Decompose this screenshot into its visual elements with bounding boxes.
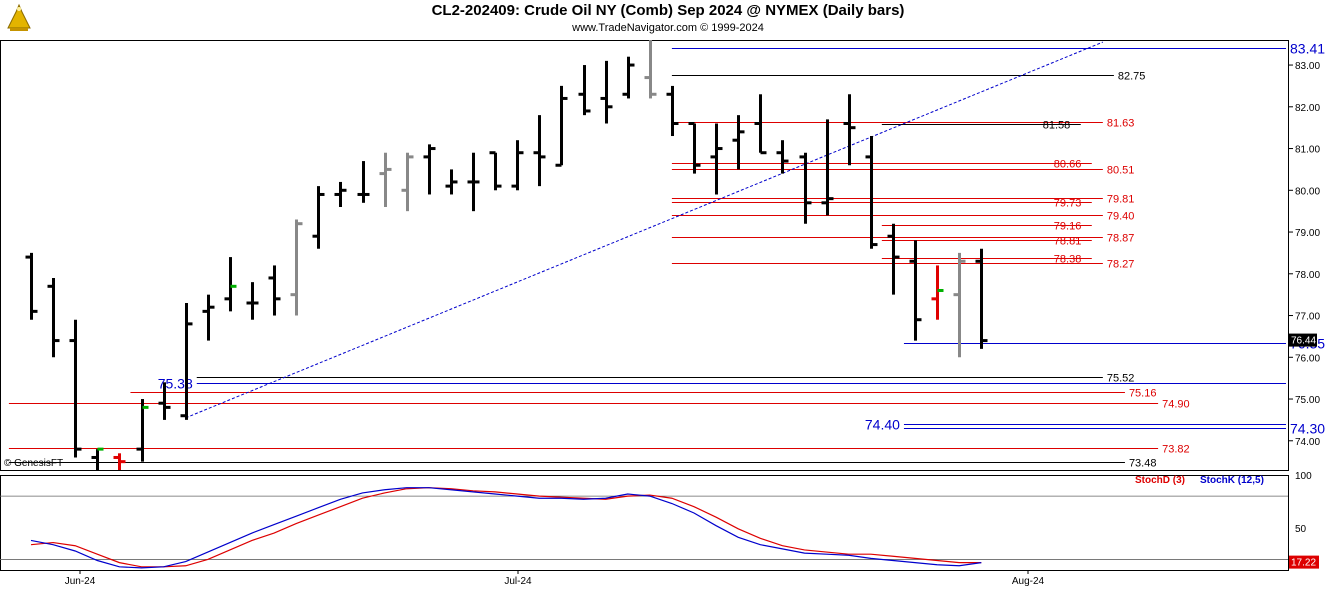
ohlc-bar bbox=[47, 277, 60, 358]
level-label: 74.30 bbox=[1290, 421, 1325, 437]
stoch-last-box bbox=[1289, 555, 1319, 569]
ohlc-bar bbox=[334, 181, 347, 207]
level-label: 81.58 bbox=[1043, 120, 1071, 132]
ohlc-bar bbox=[688, 121, 701, 174]
ohlc-bar bbox=[776, 140, 789, 174]
ohlc-bar bbox=[401, 152, 414, 212]
level-label: 74.40 bbox=[865, 417, 900, 433]
ohlc-bar bbox=[467, 152, 480, 212]
stoch-d-line bbox=[30, 487, 982, 568]
ohlc-bar bbox=[202, 294, 215, 341]
price-axis-label: 77.00 bbox=[1295, 312, 1320, 323]
date-axis-label: Aug-24 bbox=[1012, 576, 1045, 587]
level-label: 74.90 bbox=[1162, 399, 1190, 411]
price-panel-frame bbox=[0, 40, 1289, 471]
ohlc-bar bbox=[555, 85, 568, 167]
price-axis-label: 78.00 bbox=[1295, 270, 1320, 281]
ohlc-bar bbox=[578, 65, 591, 116]
level-label: 83.41 bbox=[1290, 41, 1325, 57]
stoch-axis-label: 50 bbox=[1295, 524, 1307, 535]
genesis-credit: © GenesisFT bbox=[4, 458, 64, 469]
ohlc-bar bbox=[379, 152, 392, 207]
ohlc-bar bbox=[865, 136, 878, 249]
level-label: 79.81 bbox=[1107, 194, 1135, 206]
level-label: 78.81 bbox=[1054, 236, 1082, 248]
level-label: 75.38 bbox=[158, 376, 193, 392]
ohlc-bar bbox=[246, 282, 259, 320]
ohlc-bar bbox=[887, 223, 900, 295]
ohlc-bar bbox=[644, 40, 657, 99]
level-label: 80.51 bbox=[1107, 165, 1135, 177]
level-label: 73.82 bbox=[1162, 444, 1190, 456]
genesis-logo-icon bbox=[4, 2, 34, 34]
ohlc-bar bbox=[180, 303, 193, 420]
ohlc-bar bbox=[754, 94, 767, 155]
stoch-k-line bbox=[30, 487, 982, 569]
level-label: 79.40 bbox=[1107, 211, 1135, 223]
level-label: 73.48 bbox=[1129, 458, 1157, 470]
level-label: 75.16 bbox=[1129, 388, 1157, 400]
level-label: 82.75 bbox=[1118, 71, 1146, 83]
stoch-k-legend: StochK (12,5) bbox=[1200, 475, 1264, 486]
ohlc-bar bbox=[666, 85, 679, 137]
price-axis-label: 82.00 bbox=[1295, 103, 1320, 114]
stoch-last-label: 17.22 bbox=[1291, 558, 1316, 569]
ohlc-bar bbox=[622, 56, 635, 99]
price-axis-label: 75.00 bbox=[1295, 395, 1320, 406]
price-axis-label: 83.00 bbox=[1295, 61, 1320, 72]
chart-title: CL2-202409: Crude Oil NY (Comb) Sep 2024… bbox=[431, 2, 905, 19]
price-axis-label: 81.00 bbox=[1295, 145, 1320, 156]
last-price-box bbox=[1289, 333, 1317, 347]
ohlc-bar bbox=[69, 319, 82, 458]
stoch-d-legend: StochD (3) bbox=[1135, 475, 1185, 486]
ohlc-bar bbox=[511, 140, 524, 191]
date-axis-label: Jun-24 bbox=[65, 576, 96, 587]
ohlc-bar bbox=[931, 265, 944, 320]
ohlc-bar bbox=[445, 169, 458, 195]
level-label: 79.73 bbox=[1054, 198, 1082, 210]
price-axis-label: 74.00 bbox=[1295, 437, 1320, 448]
level-label: 75.52 bbox=[1107, 373, 1135, 385]
level-label: 78.87 bbox=[1107, 233, 1135, 245]
ohlc-bar bbox=[224, 257, 237, 312]
ohlc-bar bbox=[268, 265, 281, 316]
ohlc-bar bbox=[489, 151, 502, 191]
ohlc-bar bbox=[710, 123, 723, 195]
ohlc-bar bbox=[821, 119, 834, 216]
ohlc-bar bbox=[953, 252, 966, 358]
ohlc-bar bbox=[975, 248, 988, 349]
last-price-label: 76.44 bbox=[1291, 336, 1316, 347]
ohlc-bar bbox=[113, 453, 126, 470]
ohlc-bar bbox=[158, 382, 171, 420]
ohlc-bar bbox=[91, 447, 104, 470]
ohlc-bar bbox=[25, 252, 38, 320]
ohlc-bar bbox=[312, 186, 325, 249]
level-label: 81.63 bbox=[1107, 118, 1135, 130]
level-label: 78.38 bbox=[1054, 254, 1082, 266]
ohlc-bar bbox=[290, 219, 303, 316]
ohlc-bar bbox=[732, 115, 745, 170]
stoch-panel-frame bbox=[0, 475, 1289, 571]
level-label: 78.27 bbox=[1107, 259, 1135, 271]
chart-subtitle: www.TradeNavigator.com © 1999-2024 bbox=[572, 22, 764, 34]
ohlc-bar bbox=[600, 60, 613, 124]
trendline bbox=[185, 41, 1104, 419]
date-axis-label: Jul-24 bbox=[504, 576, 532, 587]
price-axis-label: 79.00 bbox=[1295, 228, 1320, 239]
ohlc-bar bbox=[136, 399, 149, 462]
level-label: 79.16 bbox=[1054, 221, 1082, 233]
ohlc-bar bbox=[799, 152, 812, 224]
level-label: 80.66 bbox=[1054, 159, 1082, 171]
ohlc-bar bbox=[357, 161, 370, 203]
ohlc-bar bbox=[423, 144, 436, 195]
price-axis-label: 76.00 bbox=[1295, 353, 1320, 364]
ohlc-bar bbox=[909, 240, 922, 341]
stoch-axis-label: 100 bbox=[1295, 471, 1312, 482]
ohlc-bar bbox=[843, 94, 856, 166]
ohlc-bar bbox=[533, 115, 546, 187]
price-axis-label: 80.00 bbox=[1295, 186, 1320, 197]
